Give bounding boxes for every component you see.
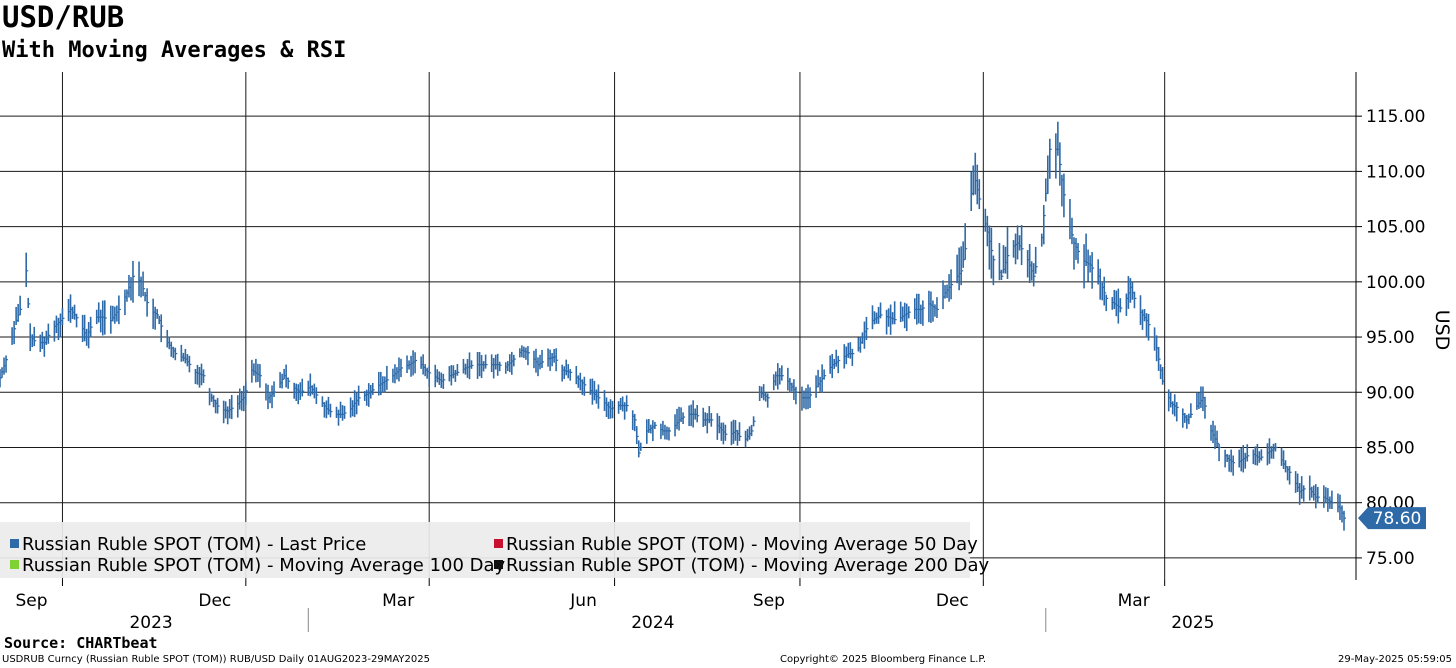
year-label: 2025 (1171, 613, 1214, 633)
x-tick-label: Dec (936, 591, 969, 611)
x-tick-label: Jun (569, 591, 597, 611)
legend-swatch-icon (494, 560, 503, 569)
legend-item-ma100: Russian Ruble SPOT (TOM) - Moving Averag… (10, 555, 505, 576)
legend-item-ma200: Russian Ruble SPOT (TOM) - Moving Averag… (494, 555, 989, 576)
legend-item-ma50: Russian Ruble SPOT (TOM) - Moving Averag… (494, 534, 978, 555)
legend-item-last-price: Russian Ruble SPOT (TOM) - Last Price (10, 534, 366, 555)
x-tick-label: Mar (382, 591, 414, 611)
legend-label: Russian Ruble SPOT (TOM) - Last Price (22, 534, 367, 555)
legend: Russian Ruble SPOT (TOM) - Last Price Ru… (0, 522, 989, 578)
legend-swatch-icon (10, 539, 19, 548)
footer-copyright: Copyright© 2025 Bloomberg Finance L.P. (780, 654, 987, 665)
x-tick-label: Sep (753, 591, 785, 611)
footer-ticker-info: USDRUB Curncy (Russian Ruble SPOT (TOM))… (2, 654, 430, 665)
y-tick-label: 95.00 (1366, 328, 1415, 348)
y-tick-label: 105.00 (1366, 218, 1425, 238)
y-axis-title: USD (1431, 310, 1453, 351)
legend-label: Russian Ruble SPOT (TOM) - Moving Averag… (22, 555, 506, 576)
x-tick-label: Mar (1118, 591, 1150, 611)
grid-lines (0, 72, 1356, 580)
chart-title: USD/RUB (2, 0, 125, 34)
y-tick-label: 115.00 (1366, 107, 1425, 127)
y-tick-label: 90.00 (1366, 383, 1415, 403)
y-tick-label: 75.00 (1366, 549, 1415, 569)
y-tick-label: 110.00 (1366, 162, 1425, 182)
legend-swatch-icon (10, 560, 19, 569)
last-price-badge (1358, 507, 1426, 530)
source-note: Source: CHARTbeat (4, 634, 158, 652)
axes: 75.0080.0085.0090.0095.00100.00105.00110… (15, 72, 1453, 633)
footer-timestamp: 29-May-2025 05:59:05 (1338, 654, 1452, 665)
x-tick-label: Sep (15, 591, 47, 611)
last-price-label: 78.60 (1373, 509, 1422, 529)
legend-swatch-icon (494, 539, 503, 548)
legend-label: Russian Ruble SPOT (TOM) - Moving Averag… (506, 534, 978, 555)
year-label: 2024 (631, 613, 674, 633)
year-label: 2023 (129, 613, 172, 633)
price-series (0, 121, 1346, 531)
y-tick-label: 100.00 (1366, 273, 1425, 293)
legend-label: Russian Ruble SPOT (TOM) - Moving Averag… (506, 555, 990, 576)
last-price-marker: 78.60 (1358, 507, 1426, 530)
chart-subtitle: With Moving Averages & RSI (2, 38, 347, 63)
y-tick-label: 85.00 (1366, 438, 1415, 458)
x-tick-label: Dec (198, 591, 231, 611)
